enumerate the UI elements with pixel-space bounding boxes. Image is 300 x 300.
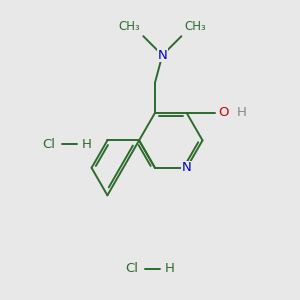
Text: O: O: [218, 106, 229, 119]
Text: N: N: [158, 49, 167, 62]
Text: H: H: [236, 106, 246, 119]
Text: N: N: [182, 161, 191, 174]
Text: CH₃: CH₃: [118, 20, 140, 33]
Text: CH₃: CH₃: [184, 20, 206, 33]
Text: Cl: Cl: [126, 262, 139, 275]
Text: Cl: Cl: [42, 138, 56, 151]
Text: H: H: [165, 262, 175, 275]
Text: H: H: [82, 138, 92, 151]
